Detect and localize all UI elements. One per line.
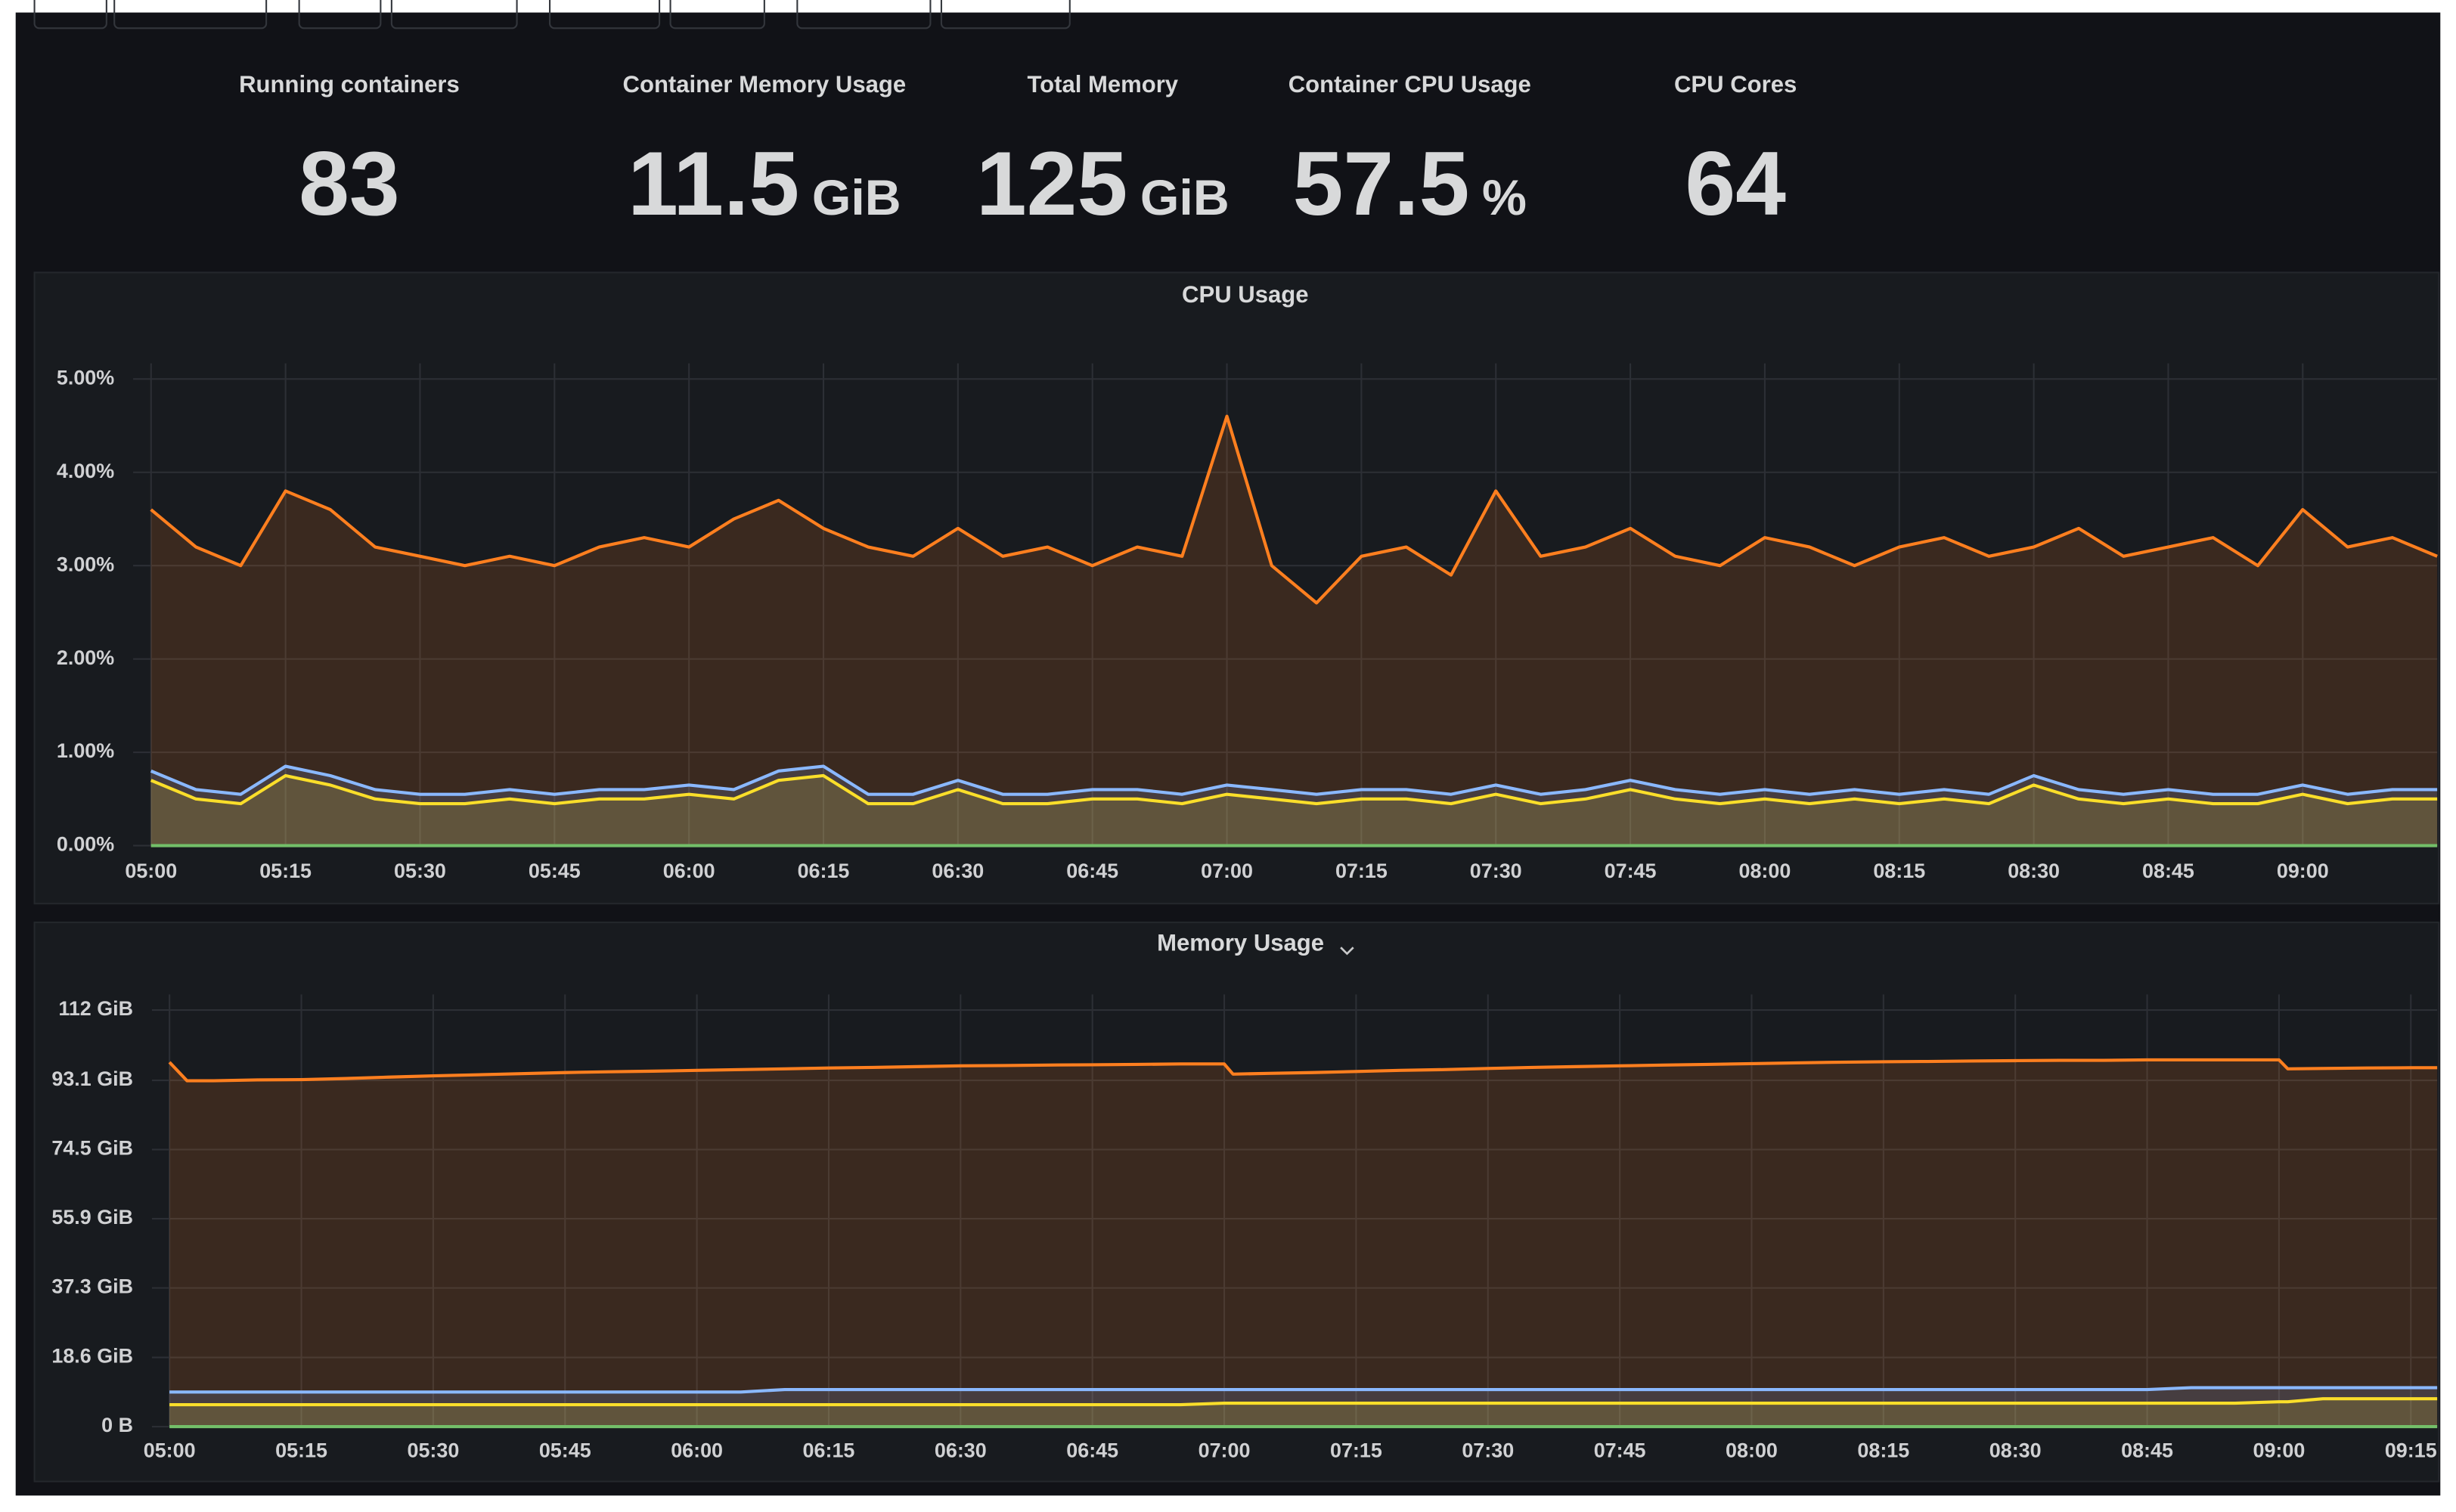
area-fill	[169, 1387, 2438, 1427]
x-tick-label: 05:45	[529, 860, 581, 882]
x-tick-label: 08:30	[1989, 1439, 2042, 1461]
stat-label: CPU Cores	[1674, 71, 1797, 98]
x-tick-label: 08:45	[2121, 1439, 2173, 1461]
x-tick-label: 05:30	[394, 860, 446, 882]
series-line	[169, 1386, 2438, 1394]
stat-label: Total Memory	[1027, 71, 1178, 98]
x-tick-label: 05:15	[259, 860, 312, 882]
stat-value: 11.5 GiB	[628, 133, 901, 234]
y-tick-label: 18.6 GiB	[51, 1345, 133, 1368]
series-line	[150, 764, 2438, 796]
button[interactable]	[940, 0, 1071, 29]
x-tick-label: 09:00	[2253, 1439, 2305, 1461]
y-tick-label: 0.00%	[57, 833, 114, 856]
x-tick-label: 05:00	[144, 1439, 196, 1461]
x-tick-label: 07:45	[1594, 1439, 1646, 1461]
y-tick-label: 55.9 GiB	[51, 1206, 133, 1228]
series-line	[150, 773, 2438, 806]
x-tick-label: 06:45	[1066, 860, 1118, 882]
x-tick-label: 07:45	[1605, 860, 1657, 882]
x-tick-label: 07:15	[1335, 860, 1388, 882]
y-tick-label: 3.00%	[57, 553, 114, 575]
button[interactable]	[669, 0, 765, 29]
button[interactable]	[298, 0, 382, 29]
y-tick-label: 93.1 GiB	[51, 1067, 133, 1090]
series-line	[169, 1397, 2438, 1407]
area-fill	[150, 766, 2438, 846]
x-tick-label: 07:30	[1462, 1439, 1514, 1461]
stat-unit: GiB	[812, 170, 901, 226]
button[interactable]	[796, 0, 932, 29]
x-tick-label: 08:00	[1739, 860, 1791, 882]
series-line	[150, 414, 2438, 605]
stat-unit: %	[1482, 170, 1527, 226]
stat-number: 64	[1685, 133, 1786, 234]
x-tick-label: 06:15	[798, 860, 850, 882]
y-tick-label: 37.3 GiB	[51, 1275, 133, 1298]
toolbar	[33, 0, 1071, 29]
x-tick-label: 06:15	[803, 1439, 855, 1461]
x-tick-label: 07:30	[1470, 860, 1522, 882]
x-tick-label: 08:15	[1873, 860, 1925, 882]
stat-value: 83	[299, 133, 400, 234]
x-tick-label: 06:30	[935, 1439, 987, 1461]
stat-value: 64	[1685, 133, 1786, 234]
stat-unit: GiB	[1140, 170, 1230, 226]
stat-label: Container CPU Usage	[1288, 71, 1531, 98]
y-tick-label: 5.00%	[57, 366, 114, 389]
x-tick-label: 05:30	[407, 1439, 459, 1461]
button[interactable]	[33, 0, 107, 29]
x-tick-label: 07:00	[1199, 1439, 1251, 1461]
x-tick-label: 09:15	[2385, 1439, 2437, 1461]
x-tick-label: 05:15	[275, 1439, 327, 1461]
cpu-panel	[33, 271, 2440, 905]
stat-number: 125	[976, 133, 1127, 234]
x-tick-label: 06:45	[1066, 1439, 1118, 1461]
x-tick-label: 05:00	[125, 860, 177, 882]
stat-value: 125 GiB	[976, 133, 1230, 234]
x-tick-label: 06:00	[663, 860, 715, 882]
button[interactable]	[549, 0, 661, 29]
x-tick-label: 07:00	[1201, 860, 1253, 882]
stat-label: Container Memory Usage	[623, 71, 907, 98]
y-tick-label: 4.00%	[57, 460, 114, 482]
y-tick-label: 112 GiB	[58, 997, 133, 1020]
x-tick-label: 05:45	[539, 1439, 591, 1461]
stat-number: 57.5	[1293, 133, 1470, 234]
area-fill	[150, 775, 2438, 846]
chevron-icon[interactable]	[1340, 947, 1354, 956]
x-tick-label: 09:00	[2277, 860, 2329, 882]
x-tick-label: 06:00	[671, 1439, 723, 1461]
x-tick-label: 06:30	[932, 860, 984, 882]
stat-number: 11.5	[628, 133, 799, 234]
x-tick-label: 07:15	[1330, 1439, 1382, 1461]
area-fill	[150, 416, 2438, 846]
area-fill	[169, 1059, 2438, 1427]
y-tick-label: 0 B	[101, 1414, 133, 1436]
stat-value: 57.5%	[1293, 133, 1527, 234]
y-tick-label: 1.00%	[57, 739, 114, 762]
x-tick-label: 08:00	[1726, 1439, 1778, 1461]
x-tick-label: 08:30	[2008, 860, 2060, 882]
panel-title: Memory Usage	[1157, 929, 1324, 956]
y-tick-label: 74.5 GiB	[51, 1137, 133, 1160]
y-tick-label: 2.00%	[57, 646, 114, 669]
x-tick-label: 08:45	[2142, 860, 2194, 882]
series-line	[168, 1058, 2438, 1083]
panel-title: CPU Usage	[1182, 281, 1308, 308]
x-tick-label: 08:15	[1857, 1439, 1909, 1461]
stat-label: Running containers	[239, 71, 460, 98]
button[interactable]	[390, 0, 518, 29]
button[interactable]	[113, 0, 268, 29]
stat-number: 83	[299, 133, 400, 234]
